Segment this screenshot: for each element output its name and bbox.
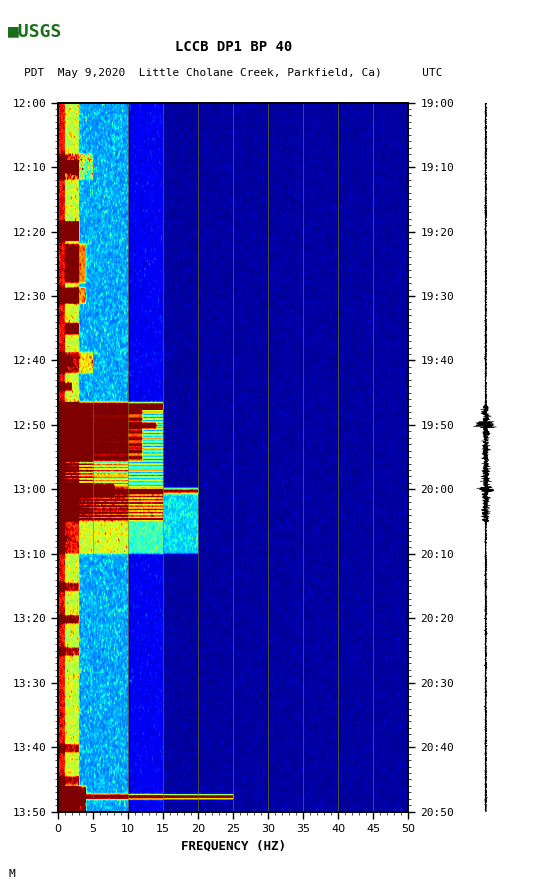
- X-axis label: FREQUENCY (HZ): FREQUENCY (HZ): [181, 839, 286, 852]
- Text: M: M: [8, 869, 15, 879]
- Text: PDT  May 9,2020  Little Cholane Creek, Parkfield, Ca)      UTC: PDT May 9,2020 Little Cholane Creek, Par…: [24, 69, 443, 78]
- Text: LCCB DP1 BP 40: LCCB DP1 BP 40: [174, 39, 292, 54]
- Text: ■USGS: ■USGS: [8, 22, 63, 40]
